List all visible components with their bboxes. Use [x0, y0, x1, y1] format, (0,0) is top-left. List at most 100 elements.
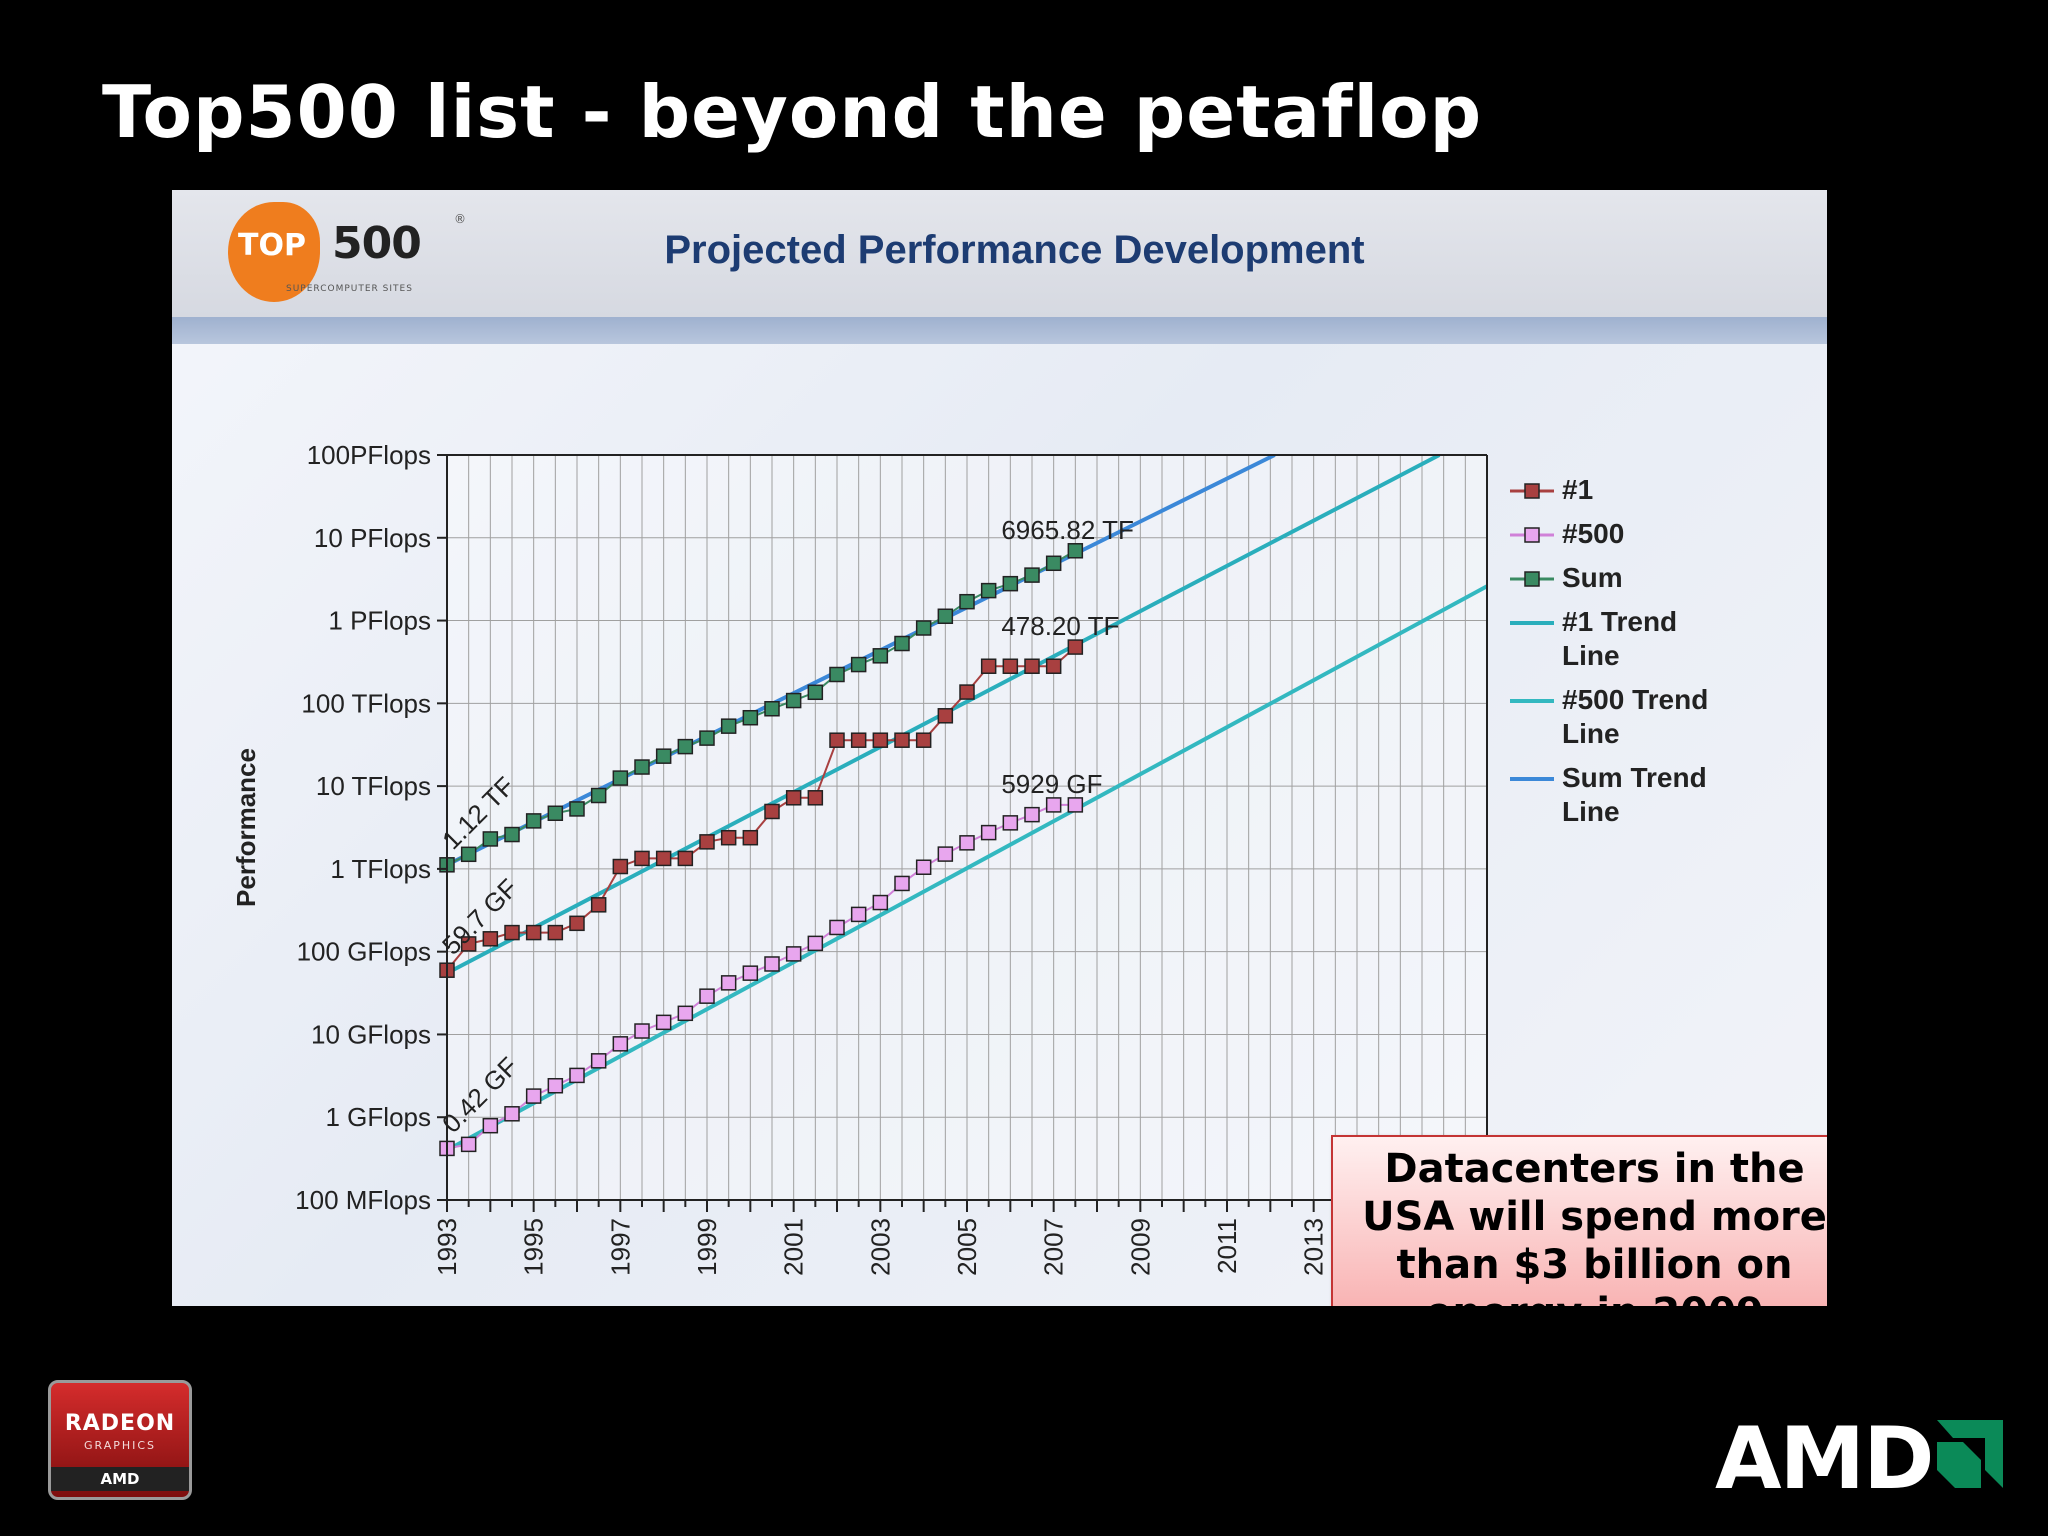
data-point-rank1 [980, 658, 997, 674]
data-point-sum [720, 718, 737, 734]
data-point-rank500 [590, 1053, 607, 1069]
data-point-rank500 [894, 875, 910, 892]
data-point-rank1 [1002, 658, 1019, 674]
legend-label-trend-rank1: #1 Trend Line [1562, 606, 1678, 671]
data-point-rank1 [482, 931, 499, 947]
legend-swatch-sum [1510, 571, 1554, 587]
data-point-rank500 [1024, 806, 1040, 823]
data-point-rank500 [742, 965, 759, 981]
top500-logo-top: TOP [238, 228, 306, 263]
data-point-rank1 [937, 708, 954, 724]
data-point-rank1 [829, 732, 845, 748]
data-point-sum [980, 582, 997, 599]
data-point-sum [525, 813, 542, 829]
x-tick-label: 2009 [1125, 1218, 1155, 1276]
data-point-sum [699, 730, 715, 746]
legend-item-sum: Sum [1508, 561, 1738, 595]
data-point-rank1 [1067, 639, 1084, 655]
x-tick-label: 1999 [692, 1218, 722, 1276]
value-annotation: 5929 GF [1001, 769, 1102, 799]
data-point-rank500 [807, 935, 824, 952]
data-point-rank1 [807, 790, 824, 806]
data-point-rank500 [1045, 797, 1062, 813]
data-point-rank500 [655, 1014, 672, 1031]
x-tick-label: 2005 [952, 1218, 982, 1276]
radeon-logo-subtext: GRAPHICS [83, 1439, 157, 1452]
data-point-rank500 [1067, 797, 1084, 813]
data-point-sum [915, 620, 932, 636]
top500-logo-registered: ® [454, 212, 466, 226]
data-point-sum [1002, 575, 1019, 592]
amd-arrow-icon [1937, 1420, 2003, 1488]
data-point-rank500 [504, 1106, 520, 1122]
legend-label-rank1: #1 [1562, 474, 1594, 505]
data-point-rank1 [677, 850, 694, 867]
y-tick-label: 100PFlops [307, 440, 431, 470]
chart-header-band [172, 317, 1827, 344]
data-point-sum [807, 684, 824, 701]
data-point-rank500 [677, 1005, 694, 1022]
legend-swatch-rank1 [1510, 483, 1554, 499]
data-point-sum [482, 831, 499, 847]
data-point-rank500 [764, 956, 780, 972]
data-point-rank500 [482, 1117, 499, 1134]
data-point-rank1 [785, 790, 802, 806]
legend-item-rank1: #1 [1508, 473, 1738, 507]
data-point-sum [612, 770, 629, 786]
x-tick-label: 2003 [865, 1218, 895, 1276]
data-point-rank1 [720, 829, 737, 846]
legend-label-trend-rank500: #500 Trend Line [1562, 684, 1709, 749]
x-tick-label: 2007 [1039, 1218, 1069, 1276]
data-point-sum [1067, 543, 1084, 559]
data-point-rank1 [850, 732, 867, 748]
y-tick-label: 10 PFlops [314, 523, 431, 553]
data-point-rank1 [915, 732, 932, 748]
data-point-rank500 [525, 1088, 542, 1104]
data-point-rank1 [634, 850, 650, 867]
y-tick-label: 100 MFlops [295, 1185, 431, 1215]
legend-swatch-trend-sum [1510, 777, 1554, 781]
data-point-rank1 [959, 684, 975, 700]
data-point-rank500 [699, 988, 715, 1004]
data-point-sum [829, 666, 845, 683]
x-tick-label: 1995 [519, 1218, 549, 1276]
x-tick-label: 1993 [432, 1218, 462, 1276]
data-point-rank500 [1002, 815, 1019, 831]
legend-label-rank500: #500 [1562, 518, 1625, 549]
radeon-logo-text: RADEON [64, 1411, 176, 1436]
data-point-rank500 [850, 906, 867, 923]
data-point-rank1 [547, 924, 564, 941]
data-point-sum [764, 701, 780, 717]
value-annotation: 6965.82 TF [1001, 515, 1134, 545]
top500-logo-blob [228, 202, 320, 302]
data-point-rank500 [634, 1023, 650, 1039]
y-tick-label: 100 TFlops [301, 688, 431, 718]
y-tick-label: 1 PFlops [328, 606, 431, 636]
top500-logo: TOP 500 ® SUPERCOMPUTER SITES [228, 202, 468, 302]
y-tick-label: 1 TFlops [330, 854, 431, 884]
chart-legend: #1 #500 Sum #1 Trend Line [1508, 473, 1738, 839]
data-point-rank500 [612, 1036, 629, 1052]
data-point-sum [872, 648, 889, 664]
legend-item-trend-rank500: #500 Trend Line [1508, 683, 1738, 751]
data-point-rank1 [460, 936, 477, 952]
data-point-sum [634, 759, 650, 775]
data-point-sum [850, 656, 867, 673]
data-point-rank500 [720, 975, 737, 991]
data-point-sum [1024, 567, 1040, 583]
data-point-sum [569, 801, 585, 817]
data-point-sum [590, 787, 607, 804]
data-point-rank1 [1045, 658, 1062, 674]
legend-item-trend-rank1: #1 Trend Line [1508, 605, 1738, 673]
data-point-rank500 [937, 846, 954, 862]
radeon-graphics-logo: RADEON GRAPHICS AMD [48, 1380, 192, 1500]
x-tick-label: 2011 [1212, 1218, 1242, 1274]
data-point-sum [460, 846, 477, 863]
data-point-rank1 [590, 897, 607, 913]
data-point-rank1 [1024, 658, 1040, 674]
data-point-rank1 [699, 834, 715, 850]
y-tick-label: 10 GFlops [311, 1019, 431, 1049]
chart-panel: TOP 500 ® SUPERCOMPUTER SITES Projected … [172, 190, 1827, 1306]
data-point-rank1 [872, 732, 889, 748]
y-axis-title: Performance [231, 748, 261, 907]
